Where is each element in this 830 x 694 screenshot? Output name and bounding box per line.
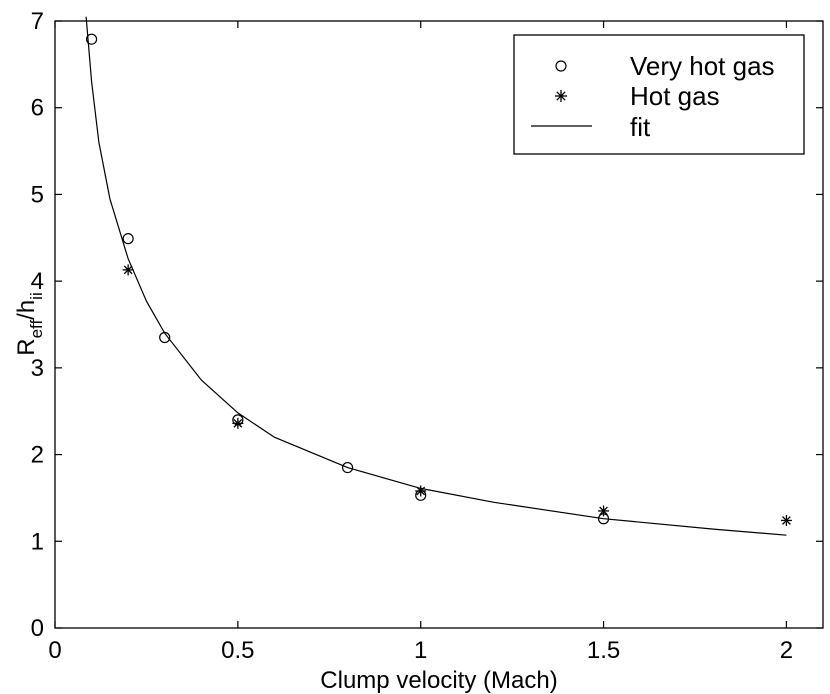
x-tick-label: 0.5 [221,637,254,664]
very-hot-gas-point [122,233,134,245]
y-tick-label: 6 [31,95,44,122]
hot-gas-point [415,485,427,497]
y-axis-label-main-a: R [13,338,40,355]
points-layer [85,33,792,526]
plot-area-border [54,20,824,629]
legend: Very hot gas Hot gas fit [513,34,805,155]
y-axis-label: Reff/hii [13,292,46,356]
legend-asterisk-marker [555,90,567,102]
very-hot-gas-point [159,331,171,344]
hot-gas-point [232,417,244,429]
fit-line [85,16,787,536]
legend-circle-marker [555,60,567,72]
hot-gas-point [122,264,134,276]
x-axis-label: Clump velocity (Mach) [320,667,557,694]
y-tick-label: 7 [31,8,44,35]
x-tick-label: 1 [414,637,427,664]
y-tick-label: 3 [31,355,44,382]
legend-label-fit: fit [630,112,651,142]
hot-gas-point [780,514,792,526]
axis-tick-labels: 0 0.5 1 1.5 2 0 1 2 3 4 5 6 7 [31,8,793,664]
y-tick-label: 2 [31,442,44,469]
fit-layer [85,16,787,536]
x-tick-label: 1.5 [587,637,620,664]
legend-label-hot-gas: Hot gas [630,81,720,111]
y-tick-label: 5 [31,181,44,208]
plot-frame [54,20,824,629]
hot-gas-point [598,505,610,517]
y-axis-label-main-b: /h [13,300,40,320]
y-tick-label: 1 [31,528,44,555]
x-tick-label: 0 [48,637,61,664]
y-tick-label: 4 [31,268,44,295]
x-tick-label: 2 [780,637,793,664]
very-hot-gas-point [85,33,98,45]
y-axis-label-sub-a: eff [27,320,46,339]
y-tick-label: 0 [31,615,44,642]
y-axis-label-sub-b: ii [27,292,46,300]
very-hot-gas-point [341,461,354,474]
axis-ticks [54,20,823,629]
legend-label-very-hot-gas: Very hot gas [630,51,775,81]
